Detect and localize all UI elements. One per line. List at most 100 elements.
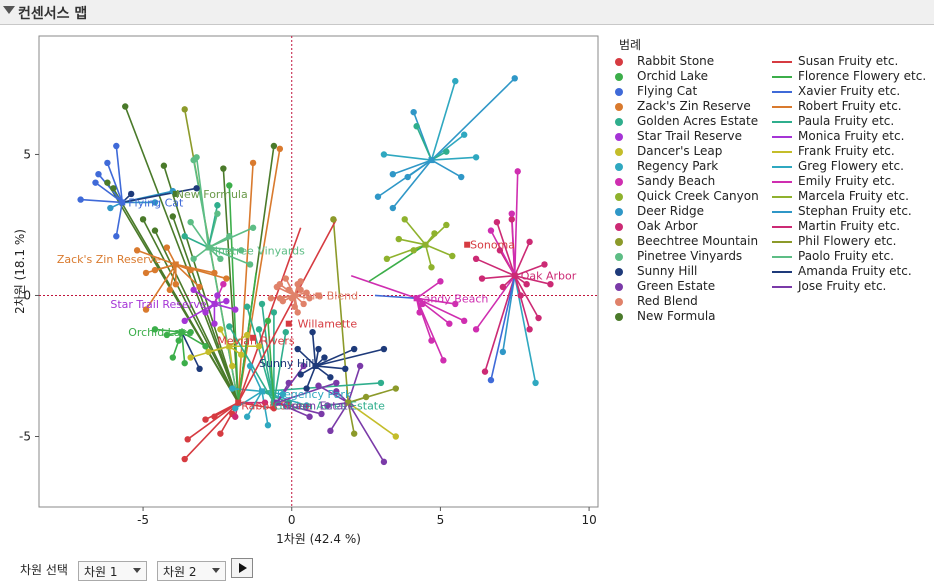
legend-label: Susan Fruity etc.: [798, 54, 899, 68]
point-label: Green Estate: [283, 399, 355, 412]
legend-label: Pinetree Vinyards: [637, 249, 743, 263]
legend-item[interactable]: Sunny Hill: [611, 264, 759, 279]
rater-point: [496, 247, 504, 254]
legend-item[interactable]: Robert Fruity etc.: [772, 99, 926, 114]
legend-item[interactable]: Marcela Fruity etc.: [772, 189, 926, 204]
legend-item[interactable]: Sandy Beach: [611, 174, 759, 189]
legend-item[interactable]: Emily Fruity etc.: [772, 174, 926, 189]
legend-item[interactable]: Martin Fruity etc.: [772, 219, 926, 234]
rater-point: [193, 154, 200, 161]
rater-point: [380, 345, 388, 353]
legend-item[interactable]: Susan Fruity etc.: [772, 54, 926, 69]
legend-item[interactable]: Xavier Fruity etc.: [772, 84, 926, 99]
rater-point: [362, 393, 370, 401]
rater-point: [508, 216, 515, 223]
consensus-point: [172, 261, 179, 268]
rater-point: [255, 343, 263, 350]
legend-line-icon: [772, 195, 792, 198]
legend-item[interactable]: Zack's Zin Reserve: [611, 99, 759, 114]
legend-item[interactable]: Dancer's Leap: [611, 144, 759, 159]
legend-item[interactable]: Amanda Fruity etc.: [772, 264, 926, 279]
legend-item[interactable]: Rabbit Stone: [611, 54, 759, 69]
legend-item[interactable]: Star Trail Reserve: [611, 129, 759, 144]
legend-item[interactable]: Florence Flowery etc.: [772, 69, 926, 84]
legend-item[interactable]: Oak Arbor: [611, 219, 759, 234]
legend-item[interactable]: Frank Fruity etc.: [772, 144, 926, 159]
legend-item[interactable]: Beechtree Mountain: [611, 234, 759, 249]
legend-item[interactable]: Stephan Fruity etc.: [772, 204, 926, 219]
legend-marker-icon: [615, 237, 623, 246]
chevron-down-icon: [212, 568, 220, 573]
rater-point: [223, 297, 230, 305]
rater-point: [478, 275, 486, 282]
dimension-x-select[interactable]: 차원 1: [78, 561, 147, 581]
rater-ray: [106, 162, 124, 203]
legend-marker-icon: [615, 312, 623, 321]
rater-ray: [208, 246, 242, 252]
rater-point: [229, 362, 236, 370]
rater-ray: [80, 198, 123, 204]
legend-item[interactable]: Pinetree Vinyards: [611, 249, 759, 264]
rater-point: [321, 354, 328, 361]
legend-item[interactable]: Flying Cat: [611, 84, 759, 99]
rater-ray: [106, 182, 239, 404]
report-title-bar: 컨센서스 맵: [0, 0, 934, 25]
apply-dimensions-button[interactable]: [231, 558, 253, 578]
legend-item[interactable]: Red Blend: [611, 294, 759, 309]
legend-item[interactable]: Green Estate: [611, 279, 759, 294]
rater-ray: [276, 382, 337, 404]
rater-point: [428, 337, 435, 344]
rater-ray: [175, 263, 201, 288]
rater-point: [181, 317, 188, 325]
legend-item[interactable]: Greg Flowery etc.: [772, 159, 926, 174]
legend-item[interactable]: Golden Acres Estate: [611, 114, 759, 129]
legend-item[interactable]: Regency Park: [611, 159, 759, 174]
rater-ray: [276, 401, 310, 418]
legend-item[interactable]: New Formula: [611, 309, 759, 324]
rater-ray: [415, 297, 445, 361]
legend-label: Greg Flowery etc.: [798, 159, 904, 173]
dimension-y-select[interactable]: 차원 2: [157, 561, 226, 581]
legend-label: Frank Fruity etc.: [798, 144, 895, 158]
legend-marker-icon: [615, 87, 623, 96]
legend-marker-icon: [615, 297, 623, 306]
legend-item[interactable]: Jose Fruity etc.: [772, 279, 926, 294]
legend-item[interactable]: Orchid Lake: [611, 69, 759, 84]
rater-point: [211, 413, 218, 420]
legend-item[interactable]: Quick Creek Canyon: [611, 189, 759, 204]
rater-point: [535, 314, 542, 322]
rater-point: [330, 216, 337, 223]
legend-item[interactable]: Paula Fruity etc.: [772, 114, 926, 129]
rater-ray: [392, 159, 433, 209]
legend-label: Sandy Beach: [637, 174, 716, 188]
rater-ray: [172, 331, 183, 358]
rater-point: [104, 159, 111, 167]
rater-ray: [430, 77, 516, 161]
legend-line-icon: [772, 210, 792, 213]
rater-point: [139, 216, 147, 223]
rater-point: [416, 309, 423, 316]
legend-marker-icon: [615, 147, 623, 156]
rater-point: [356, 362, 364, 370]
disclosure-triangle-icon[interactable]: [3, 6, 15, 14]
rater-point: [232, 413, 239, 420]
rater-point: [392, 385, 400, 392]
x-tick-label: -5: [137, 513, 149, 527]
rater-point: [276, 295, 284, 302]
legend-item[interactable]: Monica Fruity etc.: [772, 129, 926, 144]
rater-point: [395, 235, 402, 243]
rater-ray: [214, 303, 236, 311]
rater-point: [202, 309, 209, 316]
rater-point: [517, 292, 524, 299]
legend-item[interactable]: Phil Flowery etc.: [772, 234, 926, 249]
rater-point: [333, 388, 340, 395]
legend-line-icon: [772, 180, 792, 183]
rater-point: [214, 202, 221, 209]
rater-point: [190, 286, 197, 294]
legend-item[interactable]: Deer Ridge: [611, 204, 759, 219]
legend-item[interactable]: Paolo Fruity etc.: [772, 249, 926, 264]
rater-ray: [276, 401, 322, 415]
rater-point: [440, 357, 447, 364]
rater-point: [151, 227, 159, 234]
legend-line-icon: [772, 60, 792, 63]
